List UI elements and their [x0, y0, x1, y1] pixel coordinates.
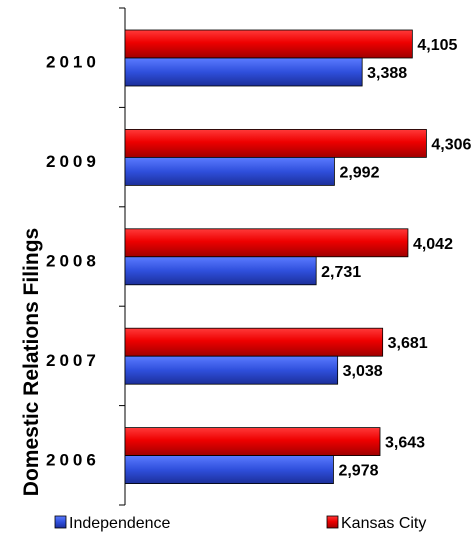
data-label-independence-2010: 3,388 [367, 65, 407, 82]
category-label-2006: 2006 [46, 450, 100, 469]
legend-swatch-kansas-city [326, 515, 339, 529]
data-label-kansas-city-2010: 4,105 [417, 37, 457, 54]
legend-label-independence: Independence [69, 515, 171, 532]
category-labels: 2010 2009 2008 2007 2006 [46, 53, 100, 470]
bar-kansas-city-2010 [124, 29, 413, 59]
data-label-independence-2008: 2,731 [321, 264, 361, 281]
data-labels: 4,105 3,388 4,306 2,992 4,042 2,731 3,681 3,038… [321, 37, 471, 480]
data-label-independence-2009: 2,992 [339, 164, 379, 181]
data-label-kansas-city-2006: 3,643 [385, 435, 425, 452]
category-label-2007: 2007 [46, 351, 100, 370]
bar-kansas-city-2006 [124, 427, 381, 457]
data-label-kansas-city-2007: 3,681 [388, 335, 428, 352]
category-label-2008: 2008 [46, 252, 100, 271]
category-label-2009: 2009 [46, 152, 100, 171]
bar-kansas-city-2008 [124, 228, 409, 258]
legend-label-kansas-city: Kansas City [341, 515, 426, 532]
y-axis-label: Domestic Relations Filings [20, 228, 43, 496]
legend: Independence Kansas City [54, 515, 426, 532]
data-label-kansas-city-2009: 4,306 [431, 136, 471, 153]
bar-independence-2009 [124, 156, 335, 186]
legend-swatch-independence [54, 515, 67, 529]
data-label-independence-2007: 3,038 [343, 363, 383, 380]
category-label-2010: 2010 [46, 53, 100, 72]
data-label-kansas-city-2008: 4,042 [413, 236, 453, 253]
bars [124, 29, 427, 485]
bar-independence-2006 [124, 455, 334, 485]
bar-independence-2010 [124, 57, 363, 87]
bar-kansas-city-2009 [124, 128, 427, 158]
y-axis [119, 7, 126, 506]
bar-independence-2008 [124, 256, 317, 286]
data-label-independence-2006: 2,978 [338, 463, 378, 480]
bar-independence-2007 [124, 355, 339, 385]
bar-kansas-city-2007 [124, 327, 384, 357]
